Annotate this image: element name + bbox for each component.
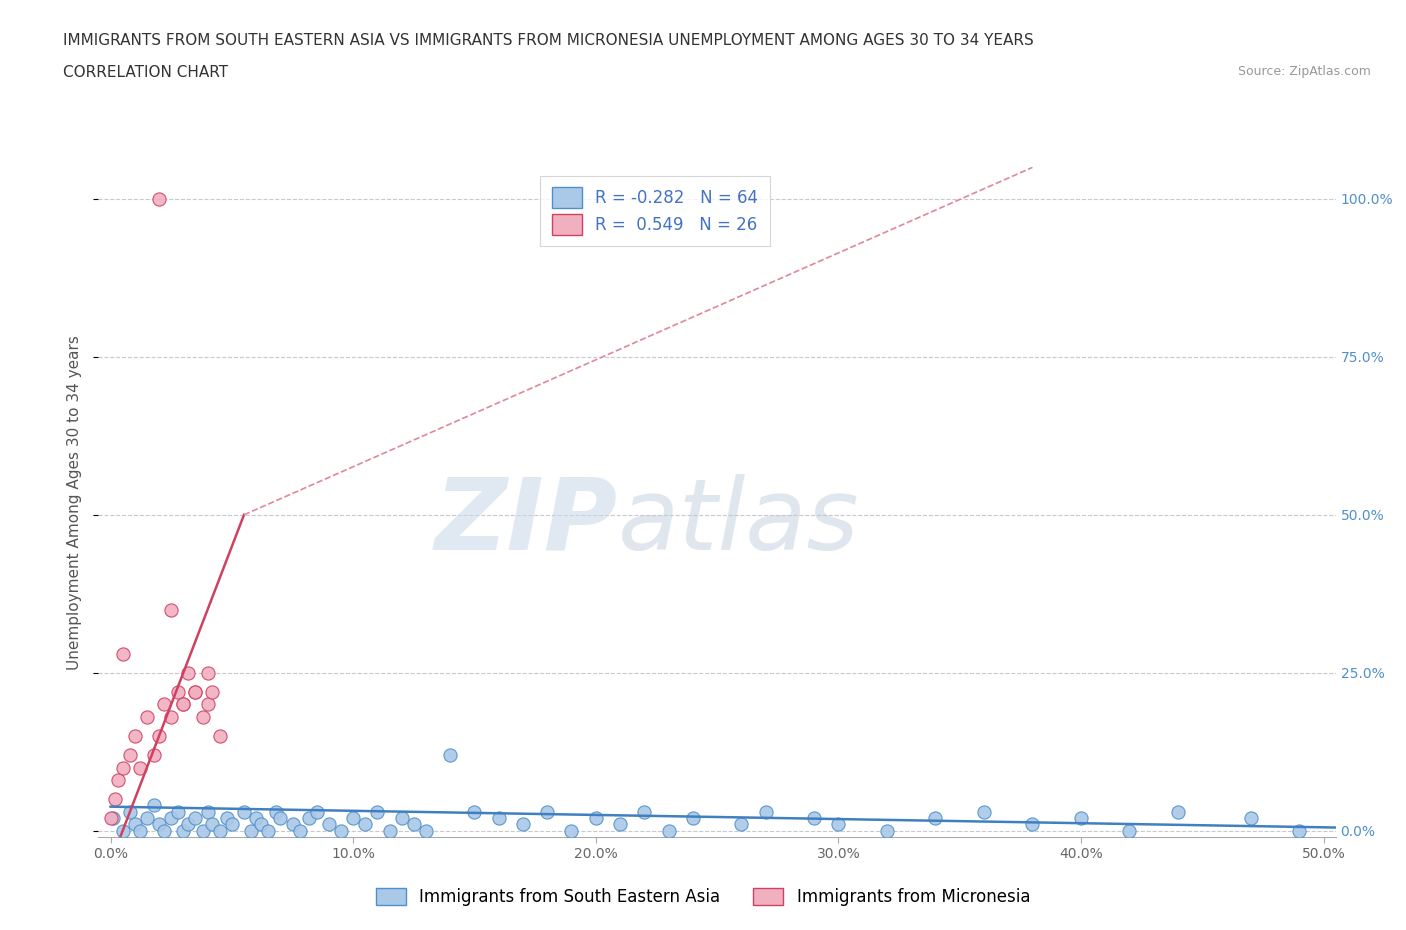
Point [1288,823,1310,838]
Legend: R = -0.282   N = 64, R =  0.549   N = 26: R = -0.282 N = 64, R = 0.549 N = 26 [540,176,770,246]
Text: Source: ZipAtlas.com: Source: ZipAtlas.com [1237,65,1371,78]
Point [124,728,146,743]
Point [167,684,190,699]
Point [143,748,166,763]
Point [191,710,214,724]
Point [439,748,461,763]
Point [288,823,311,838]
Point [240,823,263,838]
Point [488,811,510,826]
Point [177,665,200,680]
Point [148,728,170,743]
Point [128,823,150,838]
Legend: Immigrants from South Eastern Asia, Immigrants from Micronesia: Immigrants from South Eastern Asia, Immi… [368,881,1038,912]
Point [107,773,129,788]
Point [201,684,224,699]
Text: ZIP: ZIP [434,473,619,571]
Point [160,710,183,724]
Point [215,811,238,826]
Point [924,811,946,826]
Point [201,817,224,831]
Point [172,823,194,838]
Point [208,823,231,838]
Point [378,823,401,838]
Point [250,817,273,831]
Point [184,684,207,699]
Point [657,823,679,838]
Point [402,817,425,831]
Point [136,811,159,826]
Point [124,817,146,831]
Point [221,817,243,831]
Point [354,817,377,831]
Point [100,811,122,826]
Point [148,817,170,831]
Point [191,823,214,838]
Point [1021,817,1043,831]
Point [391,811,413,826]
Point [633,804,655,819]
Point [184,684,207,699]
Text: atlas: atlas [619,473,859,571]
Point [512,817,534,831]
Point [585,811,607,826]
Point [167,804,190,819]
Point [208,728,231,743]
Point [1167,804,1189,819]
Point [153,697,176,711]
Point [257,823,280,838]
Point [415,823,437,838]
Text: CORRELATION CHART: CORRELATION CHART [63,65,228,80]
Point [318,817,340,831]
Point [111,646,134,661]
Point [172,697,194,711]
Point [111,823,134,838]
Point [536,804,558,819]
Point [1240,811,1263,826]
Point [197,697,219,711]
Point [153,823,176,838]
Point [803,811,825,826]
Point [269,811,291,826]
Point [281,817,304,831]
Point [160,602,183,617]
Point [184,811,207,826]
Y-axis label: Unemployment Among Ages 30 to 34 years: Unemployment Among Ages 30 to 34 years [67,335,83,670]
Point [876,823,898,838]
Point [101,811,124,826]
Point [104,791,127,806]
Point [973,804,995,819]
Point [172,697,194,711]
Point [118,804,141,819]
Point [330,823,353,838]
Point [755,804,778,819]
Point [827,817,849,831]
Point [143,798,166,813]
Point [148,192,170,206]
Point [264,804,287,819]
Point [305,804,328,819]
Point [111,760,134,775]
Point [1070,811,1092,826]
Point [160,811,183,826]
Point [197,665,219,680]
Point [682,811,704,826]
Point [177,817,200,831]
Text: IMMIGRANTS FROM SOUTH EASTERN ASIA VS IMMIGRANTS FROM MICRONESIA UNEMPLOYMENT AM: IMMIGRANTS FROM SOUTH EASTERN ASIA VS IM… [63,33,1033,47]
Point [128,760,150,775]
Point [609,817,631,831]
Point [118,748,141,763]
Point [730,817,752,831]
Point [463,804,485,819]
Point [1118,823,1140,838]
Point [233,804,256,819]
Point [366,804,388,819]
Point [298,811,321,826]
Point [342,811,364,826]
Point [197,804,219,819]
Point [245,811,267,826]
Point [136,710,159,724]
Point [560,823,582,838]
